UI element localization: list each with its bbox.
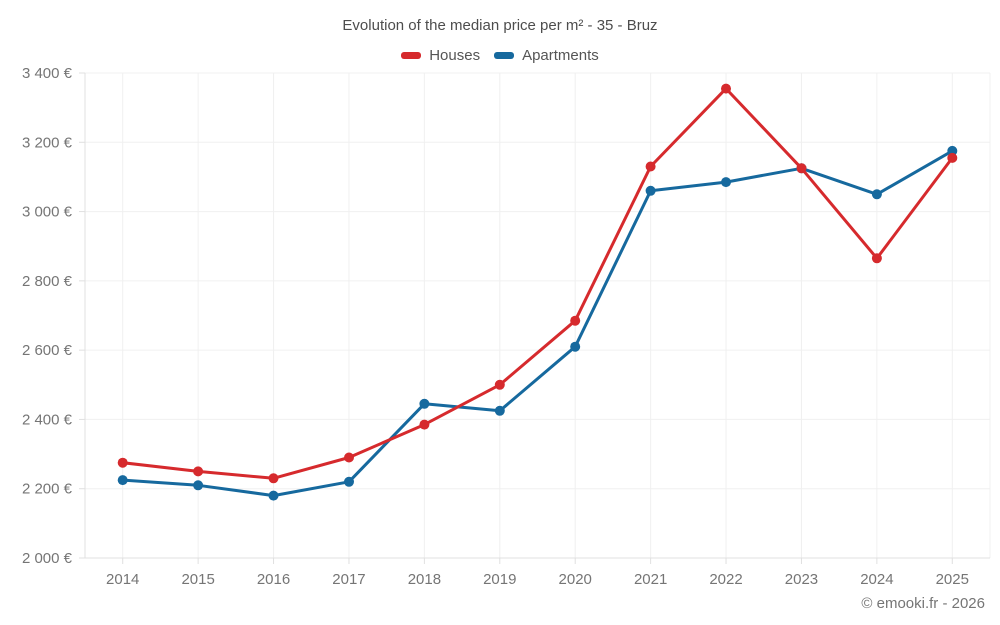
x-tick-label: 2015 bbox=[181, 571, 214, 588]
y-tick-label: 3 000 € bbox=[22, 204, 73, 221]
y-tick-label: 2 000 € bbox=[22, 550, 73, 567]
y-tick-label: 3 200 € bbox=[22, 134, 73, 151]
point-houses-2019[interactable] bbox=[494, 379, 505, 390]
apartments-swatch-icon bbox=[494, 52, 515, 59]
x-tick-label: 2025 bbox=[936, 571, 969, 588]
y-tick-label: 2 800 € bbox=[22, 273, 73, 290]
y-tick-label: 2 400 € bbox=[22, 411, 73, 428]
series-line-houses bbox=[121, 87, 954, 480]
x-tick-label: 2016 bbox=[257, 571, 290, 588]
x-tick-label: 2023 bbox=[785, 571, 818, 588]
point-houses-2020[interactable] bbox=[570, 315, 581, 326]
point-houses-2016[interactable] bbox=[268, 473, 279, 484]
x-tick-label: 2017 bbox=[332, 571, 365, 588]
x-tick-label: 2024 bbox=[860, 571, 893, 588]
point-apartments-2022[interactable] bbox=[721, 177, 731, 188]
point-apartments-2024[interactable] bbox=[871, 189, 882, 200]
series-line-apartments bbox=[121, 149, 954, 498]
point-houses-2015[interactable] bbox=[193, 466, 204, 477]
legend-label-apartments: Apartments bbox=[522, 47, 599, 64]
houses-swatch-icon bbox=[401, 52, 422, 59]
x-tick-label: 2021 bbox=[634, 571, 667, 588]
y-tick-label: 2 200 € bbox=[22, 481, 73, 498]
x-tick-label: 2020 bbox=[559, 571, 592, 588]
point-houses-2021[interactable] bbox=[645, 161, 656, 172]
y-tick-label: 3 400 € bbox=[22, 65, 73, 82]
legend-label-houses: Houses bbox=[429, 47, 481, 64]
point-apartments-2018[interactable] bbox=[419, 398, 430, 409]
chart-legend: Houses Apartments bbox=[0, 47, 1000, 64]
point-apartments-2016[interactable] bbox=[268, 490, 279, 501]
point-apartments-2017[interactable] bbox=[344, 476, 354, 487]
point-houses-2017[interactable] bbox=[344, 452, 354, 463]
legend-item-houses[interactable]: Houses bbox=[401, 47, 480, 64]
point-apartments-2014[interactable] bbox=[117, 475, 128, 486]
x-tick-label: 2019 bbox=[483, 571, 516, 588]
y-tick-label: 2 600 € bbox=[22, 342, 73, 359]
x-tick-label: 2022 bbox=[709, 571, 742, 588]
copyright: © emooki.fr - 2026 bbox=[861, 595, 985, 612]
point-houses-2023[interactable] bbox=[796, 163, 807, 174]
legend-item-apartments[interactable]: Apartments bbox=[494, 47, 599, 64]
point-houses-2024[interactable] bbox=[871, 253, 882, 264]
point-apartments-2021[interactable] bbox=[645, 185, 656, 196]
x-tick-label: 2018 bbox=[408, 571, 441, 588]
point-houses-2025[interactable] bbox=[947, 152, 958, 163]
point-apartments-2015[interactable] bbox=[193, 480, 204, 491]
point-houses-2014[interactable] bbox=[117, 457, 128, 468]
point-apartments-2020[interactable] bbox=[570, 341, 581, 352]
x-tick-label: 2014 bbox=[106, 571, 139, 588]
point-apartments-2019[interactable] bbox=[494, 405, 505, 416]
point-houses-2022[interactable] bbox=[721, 83, 731, 94]
chart-title: Evolution of the median price per m² - 3… bbox=[342, 17, 658, 34]
point-houses-2018[interactable] bbox=[419, 419, 430, 430]
point-apartments-2025[interactable] bbox=[947, 145, 958, 156]
